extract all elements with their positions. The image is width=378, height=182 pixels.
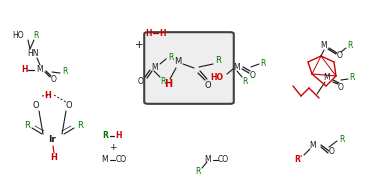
- Text: R: R: [160, 76, 166, 86]
- Text: H: H: [51, 153, 57, 163]
- Text: O: O: [51, 76, 57, 84]
- Text: HO: HO: [12, 31, 24, 39]
- Text: +: +: [135, 40, 143, 50]
- Text: R: R: [168, 52, 174, 62]
- Text: M: M: [321, 41, 327, 50]
- Text: R: R: [242, 76, 248, 86]
- Text: H: H: [45, 90, 51, 100]
- Text: R: R: [260, 58, 266, 68]
- Text: M: M: [102, 155, 108, 165]
- Text: M: M: [234, 62, 240, 72]
- Text: M: M: [310, 141, 316, 149]
- Text: Ir: Ir: [48, 136, 56, 145]
- Text: M: M: [152, 62, 158, 72]
- Text: CO: CO: [115, 155, 127, 165]
- Text: +: +: [109, 143, 117, 151]
- Text: M: M: [205, 155, 211, 165]
- Text: R': R': [294, 155, 302, 163]
- Text: O: O: [205, 80, 211, 90]
- Text: R: R: [339, 134, 345, 143]
- FancyBboxPatch shape: [144, 32, 234, 104]
- Text: R: R: [62, 68, 68, 76]
- Text: HN: HN: [27, 48, 39, 58]
- Text: HO: HO: [211, 72, 223, 82]
- Text: R: R: [349, 74, 355, 82]
- Text: O: O: [329, 147, 335, 155]
- Text: R: R: [102, 132, 108, 141]
- Text: CO: CO: [217, 155, 229, 165]
- Text: O: O: [337, 52, 343, 60]
- Text: R: R: [215, 56, 221, 64]
- Text: R: R: [24, 120, 30, 130]
- Text: O: O: [138, 76, 144, 86]
- Text: H: H: [21, 66, 27, 74]
- Text: R: R: [195, 167, 201, 177]
- Text: H: H: [146, 29, 152, 37]
- Text: O: O: [33, 102, 39, 110]
- Text: H: H: [115, 132, 121, 141]
- Text: H: H: [164, 79, 172, 89]
- Text: M: M: [324, 74, 330, 82]
- Text: O: O: [250, 70, 256, 80]
- Text: M: M: [37, 66, 43, 74]
- Text: O: O: [66, 102, 72, 110]
- Text: R: R: [347, 41, 353, 50]
- Text: R: R: [33, 31, 39, 39]
- Text: H: H: [159, 29, 165, 37]
- Text: O: O: [338, 82, 344, 92]
- Text: M: M: [174, 58, 181, 66]
- Text: R: R: [77, 120, 83, 130]
